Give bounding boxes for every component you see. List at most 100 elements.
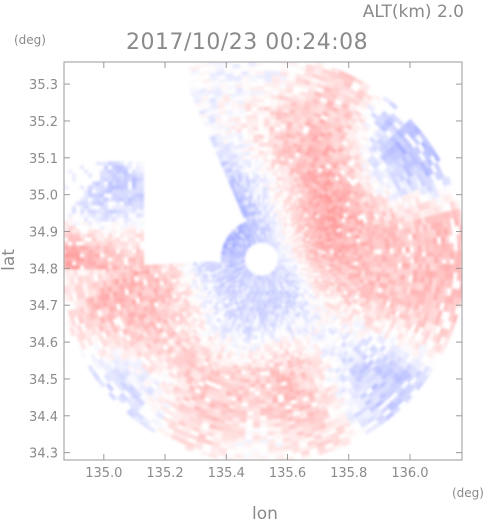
radar-cell [310,191,316,197]
radar-cell [317,203,323,209]
radar-cell [342,278,348,284]
radar-cell [412,295,418,304]
radar-cell [288,247,293,250]
radar-cell [211,395,219,401]
radar-cell [226,268,231,272]
radar-cell [288,303,293,308]
radar-cell [268,231,271,236]
radar-cell [277,263,282,266]
radar-cell [374,195,381,202]
radar-cell [286,187,291,193]
radar-cell [251,359,257,364]
radar-cell [341,390,350,398]
radar-cell [297,98,306,105]
radar-cell [264,98,271,103]
radar-cell [303,243,308,247]
radar-cell [165,341,172,349]
radar-cell [227,117,235,123]
radar-cell [282,140,289,146]
radar-cell [265,315,269,320]
radar-cell [261,279,263,284]
radar-cell [417,245,422,253]
radar-cell [164,357,172,365]
radar-cell [359,292,365,298]
radar-cell [135,350,143,358]
radar-cell [389,321,396,329]
radar-cell [317,182,323,188]
radar-cell [308,212,314,217]
radar-cell [237,361,244,367]
radar-cell [365,261,370,267]
radar-cell [262,218,264,223]
radar-cell [285,204,290,209]
radar-cell [293,256,298,258]
radar-cell [271,271,275,276]
radar-cell [252,439,260,444]
radar-cell [299,367,305,374]
radar-cell [266,222,269,228]
radar-cell [299,409,307,415]
radar-cell [260,359,265,364]
radar-cell [241,79,250,84]
radar-cell [347,334,354,341]
radar-cell [276,107,284,113]
radar-cell [414,256,418,264]
radar-cell [277,218,281,223]
radar-cell [322,258,326,261]
radar-cell [265,291,268,296]
radar-cell [300,266,306,270]
radar-cell [269,277,273,282]
radar-cell [295,221,300,226]
radar-cell [258,238,260,243]
radar-cell [161,308,167,315]
radar-cell [254,274,257,279]
radar-cell [235,319,240,324]
radar-cell [352,298,358,305]
radar-cell [382,283,388,290]
radar-cell [206,353,213,360]
radar-cell [279,413,287,419]
radar-cell [287,363,294,369]
radar-cell [308,270,313,274]
radar-cell [332,243,337,247]
radar-cell [405,246,410,254]
radar-cell [283,292,288,297]
radar-cell [212,284,217,289]
radar-cell [260,226,262,231]
radar-cell [385,148,394,157]
radar-cell [117,296,124,304]
radar-cell [104,307,111,315]
radar-cell [357,261,362,266]
radar-cell [210,269,215,273]
radar-cell [254,198,258,203]
radar-cell [213,320,219,326]
radar-cell [350,359,358,367]
radar-cell [240,238,245,243]
radar-cell [307,415,316,421]
radar-cell [281,256,286,258]
radar-cell [295,227,300,232]
radar-cell [135,335,142,343]
radar-cell [391,296,397,304]
radar-cell [413,263,418,270]
radar-cell [284,249,289,252]
radar-cell [363,200,370,208]
radar-cell [250,224,253,229]
radar-cell [184,300,190,306]
radar-cell [370,372,379,380]
radar-cell [163,377,171,385]
radar-cell [220,276,226,280]
radar-cell [271,199,276,204]
radar-cell [232,235,237,240]
radar-cell [279,294,283,300]
radar-cell [388,187,395,195]
radar-cell [203,120,211,127]
radar-cell [280,289,284,294]
radar-cell [305,338,311,345]
radar-cell [345,248,350,253]
radar-cell [372,301,378,308]
radar-cell [299,310,304,315]
radar-cell [283,269,288,273]
radar-cell [197,283,203,288]
radar-cell [272,195,276,201]
